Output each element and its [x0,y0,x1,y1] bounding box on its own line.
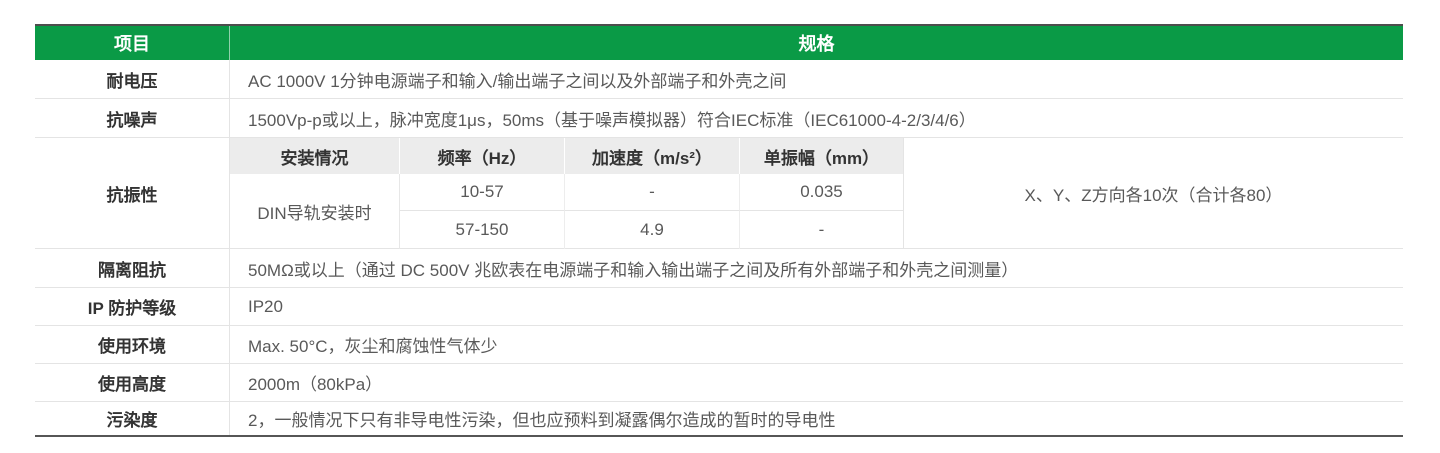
row-label: 抗噪声 [35,99,230,137]
vibration-header-frequency: 频率（Hz） [400,138,565,174]
vibration-table: 安装情况 频率（Hz） 加速度（m/s²） 单振幅（mm） DIN导轨安装时 1… [230,138,904,249]
table-row-pollution-degree: 污染度 2，一般情况下只有非导电性污染，但也应预料到凝露偶尔造成的暂时的导电性 [35,402,1403,435]
row-label: 耐电压 [35,60,230,98]
vibration-acceleration-cell: - [565,174,740,211]
row-value: 50MΩ或以上（通过 DC 500V 兆欧表在电源端子和输入输出端子之间及所有外… [248,260,1019,280]
table-row-ip-rating: IP 防护等级 IP20 [35,288,1403,326]
table-row-noise-immunity: 抗噪声 1500Vp-p或以上，脉冲宽度1μs，50ms（基于噪声模拟器）符合I… [35,99,1403,138]
row-label: 使用环境 [35,326,230,363]
row-value: AC 1000V 1分钟电源端子和输入/输出端子之间以及外部端子和外壳之间 [248,71,787,91]
row-value: Max. 50°C，灰尘和腐蚀性气体少 [248,337,498,356]
vibration-mount-cell: DIN导轨安装时 [230,174,400,249]
row-value: 1500Vp-p或以上，脉冲宽度1μs，50ms（基于噪声模拟器）符合IEC标准… [248,110,976,130]
row-value: 2000m（80kPa） [248,375,383,394]
header-item-column: 项目 [35,26,230,60]
row-value: IP20 [248,296,283,316]
vibration-amplitude-cell: - [818,220,825,239]
vibration-frequency-cell: 57-150 [400,211,565,249]
vibration-amplitude-cell: 0.035 [740,174,903,211]
vibration-header-acceleration: 加速度（m/s²） [565,138,740,174]
vibration-cell: 安装情况 频率（Hz） 加速度（m/s²） 单振幅（mm） DIN导轨安装时 1… [230,138,1403,249]
table-row-operating-altitude: 使用高度 2000m（80kPa） [35,364,1403,402]
table-row-operating-environment: 使用环境 Max. 50°C，灰尘和腐蚀性气体少 [35,326,1403,364]
vibration-header-mount: 安装情况 [230,138,400,174]
table-header-row: 项目 规格 [35,26,1403,60]
row-label: IP 防护等级 [35,288,230,325]
row-value: 2，一般情况下只有非导电性污染，但也应预料到凝露偶尔造成的暂时的导电性 [248,411,836,430]
table-row-vibration-resistance: 抗振性 安装情况 频率（Hz） 加速度（m/s²） 单振幅（mm） DIN导轨安… [35,138,1403,249]
vibration-note: X、Y、Z方向各10次（合计各80） [1024,185,1283,205]
row-label: 抗振性 [35,138,230,248]
vibration-header-amplitude: 单振幅（mm） [740,138,903,174]
spec-table: 项目 规格 耐电压 AC 1000V 1分钟电源端子和输入/输出端子之间以及外部… [35,24,1403,437]
table-row-insulation-resistance: 隔离阻抗 50MΩ或以上（通过 DC 500V 兆欧表在电源端子和输入输出端子之… [35,249,1403,288]
vibration-acceleration-cell: 4.9 [565,211,740,249]
row-label: 污染度 [35,402,230,435]
header-spec-column: 规格 [798,34,835,54]
row-label: 使用高度 [35,364,230,401]
vibration-frequency-cell: 10-57 [400,174,565,211]
table-row-withstand-voltage: 耐电压 AC 1000V 1分钟电源端子和输入/输出端子之间以及外部端子和外壳之… [35,60,1403,99]
row-label: 隔离阻抗 [35,249,230,287]
